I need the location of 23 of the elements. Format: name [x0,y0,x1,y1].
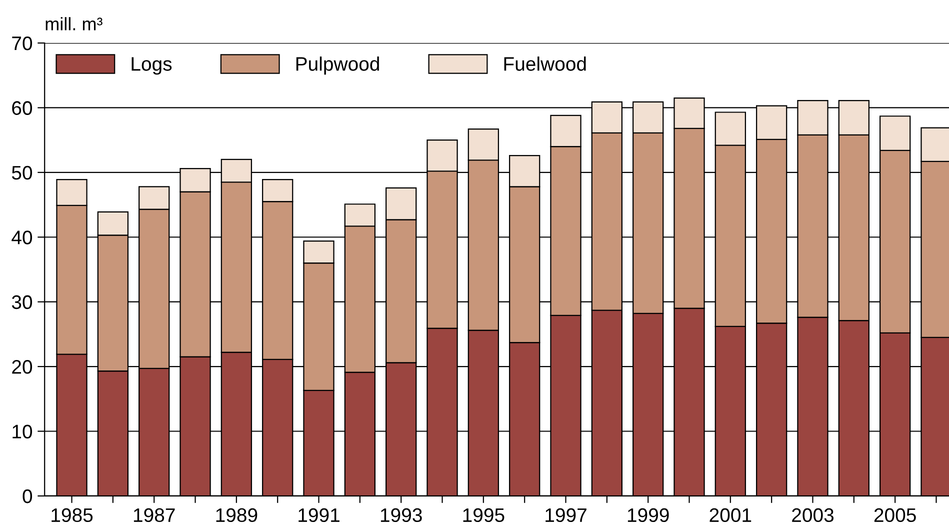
y-axis-title: mill. m³ [46,17,102,30]
x-tick-label: 1985 [52,508,93,522]
x-tick-label: 1993 [380,508,422,522]
x-tick-label: 2001 [710,508,752,522]
x-tick-label: 1987 [134,508,175,522]
x-tick-label: 1995 [463,508,504,522]
y-tick-label: 0 [22,489,32,504]
legend-label: Pulpwood [296,56,379,75]
x-tick-label: 1999 [628,508,669,522]
y-tick-label: 30 [12,295,32,310]
legend-label: Fuelwood [504,56,586,71]
y-tick-label: 20 [12,360,32,374]
x-tick-label: 1997 [546,508,586,522]
x-tick-label: 2005 [874,508,916,522]
y-tick-label: 10 [12,424,32,438]
legend-label: Logs [132,57,172,75]
y-tick-label: 40 [12,230,32,244]
x-tick-label: 2003 [792,508,834,522]
y-tick-label: 50 [12,166,32,180]
x-tick-label: 1991 [298,508,340,522]
y-tick-label: 70 [12,36,32,50]
y-tick-label: 60 [12,101,32,115]
x-tick-label: 1989 [216,508,258,522]
